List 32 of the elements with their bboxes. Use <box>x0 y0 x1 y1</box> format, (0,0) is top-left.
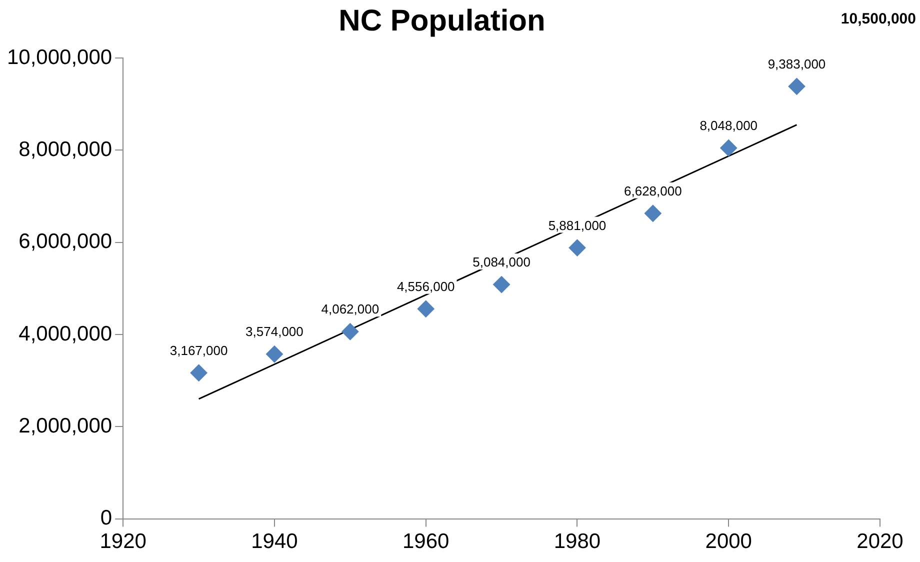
chart-title: NC Population <box>338 4 546 38</box>
y-tick-label: 6,000,000 <box>18 230 112 254</box>
y-tick-label: 8,000,000 <box>18 138 112 161</box>
x-tick-label: 1980 <box>554 530 601 554</box>
point <box>568 239 586 256</box>
x-tick-label: 1940 <box>251 530 298 554</box>
y-tick-label: 4,000,000 <box>18 322 112 346</box>
point <box>720 139 738 156</box>
x-tick-label: 1960 <box>402 530 450 554</box>
data-label: 3,574,000 <box>246 324 304 340</box>
point <box>644 204 662 222</box>
data-label: 3,167,000 <box>170 342 228 358</box>
data-label: 5,084,000 <box>472 254 530 270</box>
y-tick-label: 10,000,000 <box>6 46 112 69</box>
data-label: 4,556,000 <box>396 278 455 294</box>
point <box>342 323 359 340</box>
point <box>190 364 208 382</box>
data-label: 9,383,000 <box>768 56 826 72</box>
text: 10,500,000 <box>840 10 916 28</box>
point <box>788 78 806 95</box>
x-tick-label: 2020 <box>856 530 904 554</box>
point <box>493 276 510 294</box>
y-tick-label: 2,000,000 <box>18 414 112 438</box>
point <box>417 300 434 318</box>
x-tick-label: 2000 <box>705 530 752 554</box>
x-tick-label: 1920 <box>100 530 146 554</box>
data-label: 8,048,000 <box>700 118 758 134</box>
data-label: 6,628,000 <box>624 183 682 198</box>
data-label: 5,881,000 <box>548 218 606 233</box>
point <box>266 346 283 363</box>
data-label: 4,062,000 <box>321 302 380 317</box>
y-tick-label: 0 <box>100 506 112 530</box>
